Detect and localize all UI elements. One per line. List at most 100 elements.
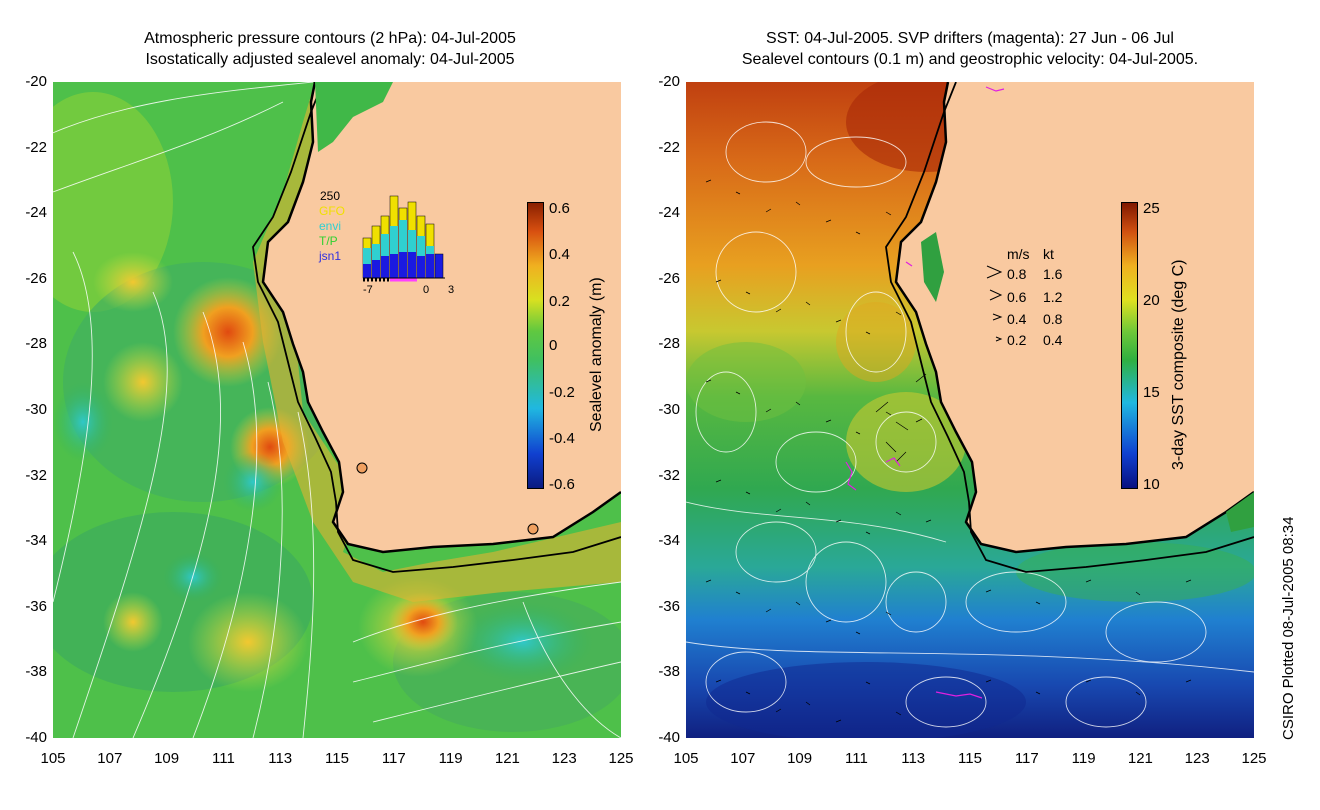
right-cb-tick-15: 15 — [1143, 384, 1160, 401]
left-xtick-125: 125 — [608, 750, 634, 767]
left-xtick-107: 107 — [97, 750, 123, 767]
right-ytick--40: -40 — [658, 729, 680, 746]
right-map-svg — [686, 82, 1254, 738]
anomaly-high-111E — [173, 277, 283, 387]
right-xtick-111: 111 — [844, 750, 868, 767]
coastline — [261, 82, 621, 554]
left-xtick-113: 113 — [268, 750, 293, 767]
left-xtick-119: 119 — [438, 750, 463, 767]
inset-legend-jsn1: jsn1 — [319, 249, 342, 263]
left-ytick--34: -34 — [25, 532, 47, 550]
coastline-right — [894, 82, 1254, 554]
right-ytick--22: -22 — [658, 138, 680, 156]
vel-row-3-ms: 0.4 — [1007, 311, 1027, 327]
right-ytick--30: -30 — [658, 401, 680, 418]
left-xtick-111: 111 — [211, 750, 235, 767]
inset-xtick-3: 3 — [448, 284, 455, 296]
right-ytick--32: -32 — [658, 466, 680, 484]
right-xtick-105: 105 — [673, 750, 699, 767]
left-ytick--38: -38 — [25, 663, 47, 681]
right-ytick--20: -20 — [658, 73, 680, 90]
right-cb-tick-25: 25 — [1143, 200, 1160, 217]
right-xtick-109: 109 — [787, 750, 813, 767]
inset-legend: GFO envi T/P jsn1 — [319, 204, 345, 264]
left-ytick--22: -22 — [25, 138, 47, 156]
right-ytick--34: -34 — [658, 532, 680, 550]
australia-landmass-right — [896, 82, 1254, 552]
right-ytick--26: -26 — [658, 269, 680, 287]
left-cb-tick-0.6: 0.6 — [549, 200, 570, 217]
left-cb-tick-0.2: 0.2 — [549, 293, 570, 310]
left-ytick--20: -20 — [25, 73, 47, 90]
right-title-line1: SST: 04-Jul-2005. SVP drifters (magenta)… — [766, 30, 1174, 47]
left-ytick--28: -28 — [25, 335, 47, 353]
right-xtick-119: 119 — [1071, 750, 1096, 767]
right-xtick-115: 115 — [958, 750, 982, 767]
left-xtick-105: 105 — [40, 750, 66, 767]
right-xtick-121: 121 — [1127, 750, 1153, 767]
left-xtick-121: 121 — [494, 750, 520, 767]
right-cb-tick-10: 10 — [1143, 476, 1160, 493]
left-ytick--36: -36 — [25, 597, 47, 615]
vel-row-1-kt: 1.6 — [1043, 266, 1063, 282]
vel-row-2-kt: 1.2 — [1043, 289, 1063, 305]
right-title-line2: Sealevel contours (0.1 m) and geostrophi… — [741, 51, 1199, 68]
left-cb-tick-m0.6: -0.6 — [549, 476, 575, 493]
vel-row-1-ms: 0.8 — [1007, 266, 1027, 282]
vel-row-2-ms: 0.6 — [1007, 289, 1027, 305]
geostrophic-velocity-arrows — [705, 179, 1192, 723]
left-cb-tick-m0.4: -0.4 — [549, 430, 575, 447]
inset-legend-tp: T/P — [319, 234, 338, 248]
inset-legend-envi: envi — [319, 219, 342, 233]
velocity-arrow-icons — [986, 265, 1003, 342]
inset-xtick-m7: -7 — [363, 284, 373, 296]
right-xtick-107: 107 — [730, 750, 756, 767]
right-cb-tick-20: 20 — [1143, 292, 1160, 309]
plot-credit: CSIRO Plotted 08-Jul-2005 08:34 — [1280, 516, 1297, 740]
left-cb-tick-0.4: 0.4 — [549, 246, 570, 263]
vel-row-3-kt: 0.8 — [1043, 311, 1063, 327]
vel-header-ms: m/s — [1007, 246, 1030, 262]
velocity-legend: m/s kt 0.8 1.6 0.6 1.2 0.4 0.8 0.2 0.4 — [985, 246, 1085, 356]
altimetry-inset: 250 GFO envi T/P jsn1 — [315, 186, 465, 296]
left-xtick-115: 115 — [325, 750, 349, 767]
left-xtick-117: 117 — [381, 750, 406, 767]
right-colorbar-label: 3-day SST composite (deg C) — [1170, 259, 1187, 470]
left-cb-tick-m0.2: -0.2 — [549, 384, 575, 401]
left-ytick--26: -26 — [25, 269, 47, 287]
left-colorbar — [527, 202, 544, 489]
vel-row-4-kt: 0.4 — [1043, 332, 1063, 348]
left-map-panel — [53, 82, 621, 738]
right-colorbar — [1121, 202, 1138, 489]
vel-header-kt: kt — [1043, 246, 1054, 262]
sealevel-contours — [686, 121, 1254, 728]
shelf-contour — [252, 82, 621, 573]
right-xtick-125: 125 — [1241, 750, 1267, 767]
left-xtick-109: 109 — [154, 750, 180, 767]
left-colorbar-label: Sealevel anomaly (m) — [588, 277, 605, 432]
left-title-line1: Atmospheric pressure contours (2 hPa): 0… — [144, 30, 516, 47]
inset-xtick-0: 0 — [423, 284, 430, 296]
right-ytick--38: -38 — [658, 663, 680, 681]
left-xtick-123: 123 — [551, 750, 577, 767]
right-xtick-123: 123 — [1184, 750, 1210, 767]
left-ytick--40: -40 — [25, 729, 47, 746]
left-ytick--32: -32 — [25, 466, 47, 484]
inset-ymax-label: 250 — [320, 189, 341, 203]
left-map-svg — [53, 82, 621, 738]
right-xtick-117: 117 — [1014, 750, 1039, 767]
right-ytick--24: -24 — [658, 204, 680, 222]
right-xtick-113: 113 — [901, 750, 926, 767]
inset-bars — [362, 195, 444, 279]
left-title-line2: Isostatically adjusted sealevel anomaly:… — [145, 51, 515, 68]
svp-drifter-tracks — [845, 86, 1005, 699]
left-ytick--24: -24 — [25, 204, 47, 222]
right-map-panel — [686, 82, 1254, 738]
left-cb-tick-0: 0 — [549, 337, 558, 354]
inset-legend-gfo: GFO — [319, 204, 345, 218]
inset-bars-svg — [362, 195, 445, 282]
right-ytick--36: -36 — [658, 597, 680, 615]
left-ytick--30: -30 — [25, 401, 47, 418]
vel-row-4-ms: 0.2 — [1007, 332, 1027, 348]
right-ytick--28: -28 — [658, 335, 680, 353]
